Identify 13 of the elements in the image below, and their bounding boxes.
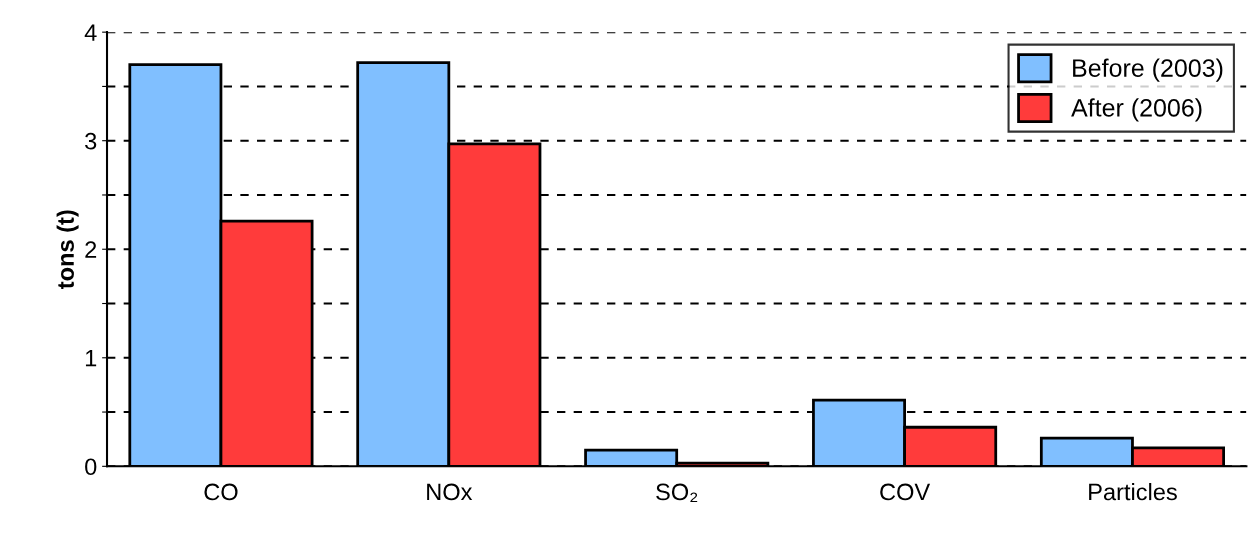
y-tick-label: 2 [85, 241, 97, 258]
y-axis-title: tons (t) [56, 210, 79, 289]
y-tick-label: 3 [85, 132, 97, 150]
x-tick-label: COV [880, 483, 931, 501]
x-tick-label: NOx [427, 483, 473, 501]
legend-label: Before (2003) [1073, 58, 1223, 82]
y-tick-label: 4 [84, 24, 97, 41]
x-tick-label: SO₂ [656, 483, 698, 503]
y-tick-label: 1 [85, 350, 97, 367]
y-tick-label: 0 [85, 458, 97, 476]
legend-label: After (2006) [1071, 98, 1202, 122]
x-tick-label: Particles [1089, 482, 1177, 501]
x-tick-label: CO [204, 483, 238, 501]
